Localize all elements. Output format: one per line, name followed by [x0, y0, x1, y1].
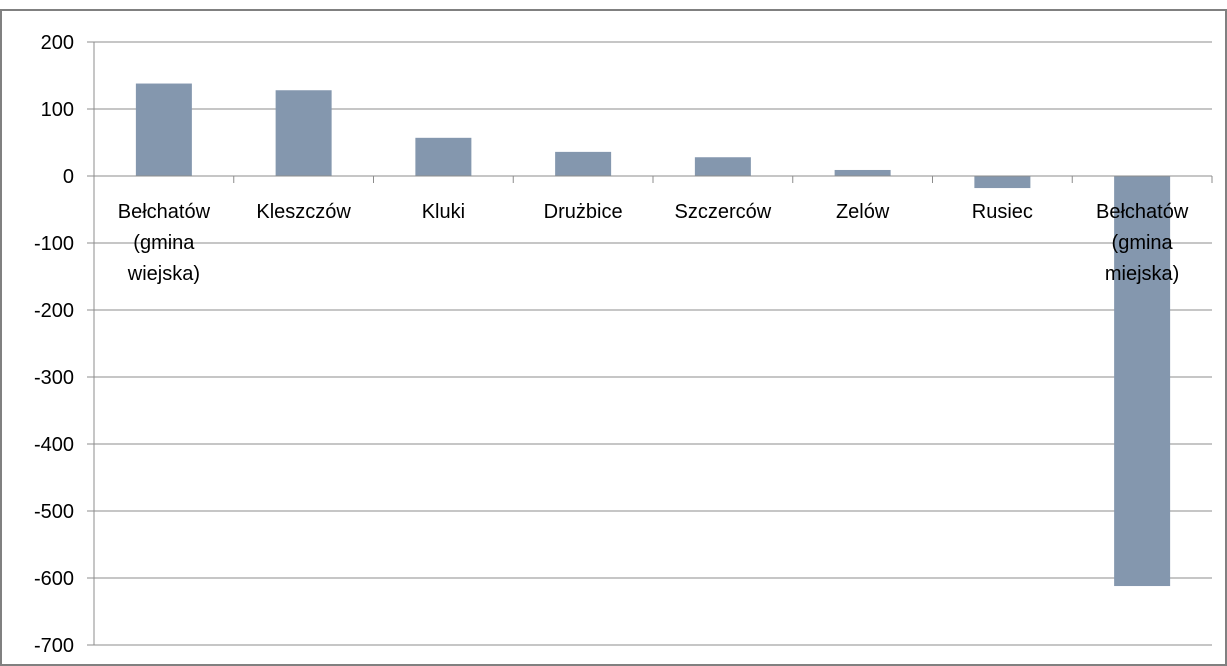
category-label: Bełchatów (gmina miejska)	[1096, 201, 1189, 285]
y-tick-label: -300	[34, 367, 74, 389]
bar	[694, 157, 751, 176]
category-label-line: (gmina	[1112, 232, 1174, 254]
y-tick-label: -700	[34, 635, 74, 657]
y-tick-label: -100	[34, 233, 74, 255]
category-label-line: Kluki	[422, 201, 465, 223]
bar	[1114, 176, 1171, 587]
y-axis-ticks: 200 100 0 -100 -200 -300 -400 -500 -600 -700	[34, 32, 74, 657]
category-label-line: Bełchatów	[1096, 201, 1189, 223]
y-tick-label: -600	[34, 568, 74, 590]
category-label: Szczerców	[675, 201, 772, 223]
category-label-line: Kleszczów	[256, 201, 351, 223]
category-label: Rusiec	[972, 201, 1033, 223]
category-label-line: miejska)	[1105, 263, 1179, 285]
category-label: Bełchatów (gmina wiejska)	[118, 201, 211, 285]
bar	[834, 169, 891, 176]
gridlines	[87, 41, 1212, 646]
y-tick-label: 200	[41, 32, 74, 54]
y-tick-label: -400	[34, 434, 74, 456]
category-label-line: Szczerców	[675, 201, 772, 223]
bar	[974, 176, 1031, 189]
y-tick-label: -200	[34, 300, 74, 322]
category-label-line: Rusiec	[972, 201, 1033, 223]
category-label: Drużbice	[544, 201, 623, 223]
bar	[555, 151, 612, 176]
category-label-line: wiejska)	[127, 263, 200, 285]
x-axis	[93, 42, 1213, 645]
chart-frame	[0, 9, 1227, 666]
y-tick-label: -500	[34, 501, 74, 523]
category-labels: Bełchatów (gmina wiejska) Kleszczów Kluki Dru…	[118, 201, 1189, 285]
category-label-line: Drużbice	[544, 201, 623, 223]
category-label: Kleszczów	[256, 201, 351, 223]
bar	[135, 83, 192, 176]
bars	[135, 83, 1171, 587]
bar	[275, 90, 332, 176]
y-tick-label: 0	[63, 166, 74, 188]
bar	[415, 137, 472, 176]
category-label-line: (gmina	[133, 232, 195, 254]
category-label: Zelów	[836, 201, 890, 223]
category-label: Kluki	[422, 201, 465, 223]
category-label-line: Zelów	[836, 201, 890, 223]
category-label-line: Bełchatów	[118, 201, 211, 223]
y-tick-label: 100	[41, 99, 74, 121]
